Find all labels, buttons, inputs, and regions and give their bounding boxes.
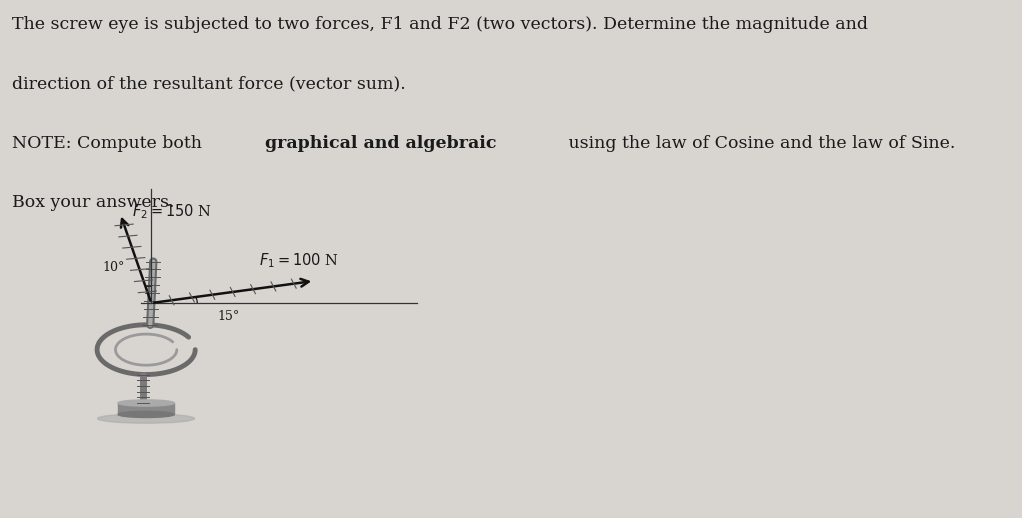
Text: 10°: 10° <box>102 261 125 274</box>
Bar <box>119 403 174 414</box>
Ellipse shape <box>119 400 174 406</box>
Text: Box your answers.: Box your answers. <box>12 194 175 211</box>
Text: NOTE: Compute both: NOTE: Compute both <box>12 135 207 152</box>
Text: $F_1 = 100$ N: $F_1 = 100$ N <box>260 251 339 270</box>
Text: direction of the resultant force (vector sum).: direction of the resultant force (vector… <box>12 75 406 92</box>
Text: $F_2 = 150$ N: $F_2 = 150$ N <box>133 202 213 221</box>
Text: 15°: 15° <box>218 310 240 323</box>
Text: graphical and algebraic: graphical and algebraic <box>265 135 496 152</box>
Text: The screw eye is subjected to two forces, F1 and F2 (two vectors). Determine the: The screw eye is subjected to two forces… <box>12 16 869 33</box>
Text: using the law of Cosine and the law of Sine.: using the law of Cosine and the law of S… <box>563 135 956 152</box>
Ellipse shape <box>119 411 174 418</box>
Ellipse shape <box>97 414 195 423</box>
